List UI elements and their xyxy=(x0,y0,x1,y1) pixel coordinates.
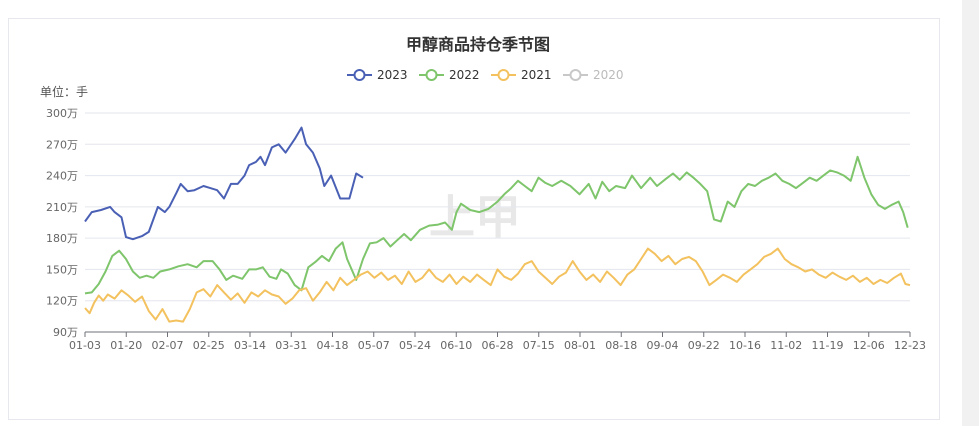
x-tick-label: 05-07 xyxy=(358,339,390,352)
legend-marker-icon xyxy=(497,69,510,81)
series-line-2022 xyxy=(84,155,909,295)
legend-marker-icon xyxy=(353,69,366,81)
y-tick-label: 210万 xyxy=(46,201,78,214)
x-tick-label: 02-25 xyxy=(193,339,225,352)
y-tick-label: 300万 xyxy=(46,107,78,120)
legend-marker-icon xyxy=(425,69,438,81)
x-tick-label: 12-23 xyxy=(894,339,926,352)
unit-label: 单位：手 xyxy=(40,84,88,99)
legend-label: 2022 xyxy=(449,68,480,82)
series-line-2023 xyxy=(84,126,364,241)
x-tick-label: 06-28 xyxy=(482,339,514,352)
y-tick-label: 120万 xyxy=(46,295,78,308)
x-tick-label: 06-10 xyxy=(440,339,472,352)
x-tick-label: 05-24 xyxy=(399,339,431,352)
y-tick-label: 150万 xyxy=(46,263,78,276)
x-tick-label: 12-06 xyxy=(853,339,885,352)
legend-marker-icon xyxy=(569,69,582,81)
x-tick-label: 01-03 xyxy=(69,339,101,352)
legend-label: 2023 xyxy=(377,68,408,82)
series-layer xyxy=(84,126,911,323)
series-line-2021 xyxy=(84,247,911,323)
x-tick-label: 09-04 xyxy=(647,339,679,352)
x-tick-label: 11-02 xyxy=(770,339,802,352)
legend-item-2020[interactable]: 2020 xyxy=(563,68,624,82)
y-tick-label: 90万 xyxy=(53,326,78,339)
x-tick-label: 08-01 xyxy=(564,339,596,352)
legend-item-2021[interactable]: 2021 xyxy=(491,68,552,82)
legend-label: 2021 xyxy=(521,68,552,82)
x-tick-label: 09-22 xyxy=(688,339,720,352)
grid-lines xyxy=(85,112,910,302)
x-tick-label: 07-15 xyxy=(523,339,555,352)
x-tick-label: 11-19 xyxy=(812,339,844,352)
x-tick-label: 08-18 xyxy=(605,339,637,352)
page-scrollbar[interactable] xyxy=(962,0,979,426)
y-tick-label: 240万 xyxy=(46,170,78,183)
watermark-text: 上甲 xyxy=(429,190,521,244)
x-tick-label: 03-14 xyxy=(234,339,266,352)
y-tick-label: 270万 xyxy=(46,138,78,151)
x-tick-label: 01-20 xyxy=(110,339,142,352)
x-tick-label: 10-16 xyxy=(729,339,761,352)
chart-card xyxy=(8,18,940,420)
legend-item-2022[interactable]: 2022 xyxy=(419,68,480,82)
x-tick-label: 04-18 xyxy=(317,339,349,352)
legend: 2023 2022 2021 2020 xyxy=(347,68,624,82)
legend-item-2023[interactable]: 2023 xyxy=(347,68,408,82)
y-tick-label: 180万 xyxy=(46,232,78,245)
x-tick-label: 02-07 xyxy=(152,339,184,352)
x-tick-label: 03-31 xyxy=(275,339,307,352)
chart-title: 甲醇商品持仓季节图 xyxy=(406,35,550,54)
axes: 90万 120万 150万 180万 210万 240万 270万 300万 01-03 01-2… xyxy=(46,107,926,352)
legend-label: 2020 xyxy=(593,68,624,82)
